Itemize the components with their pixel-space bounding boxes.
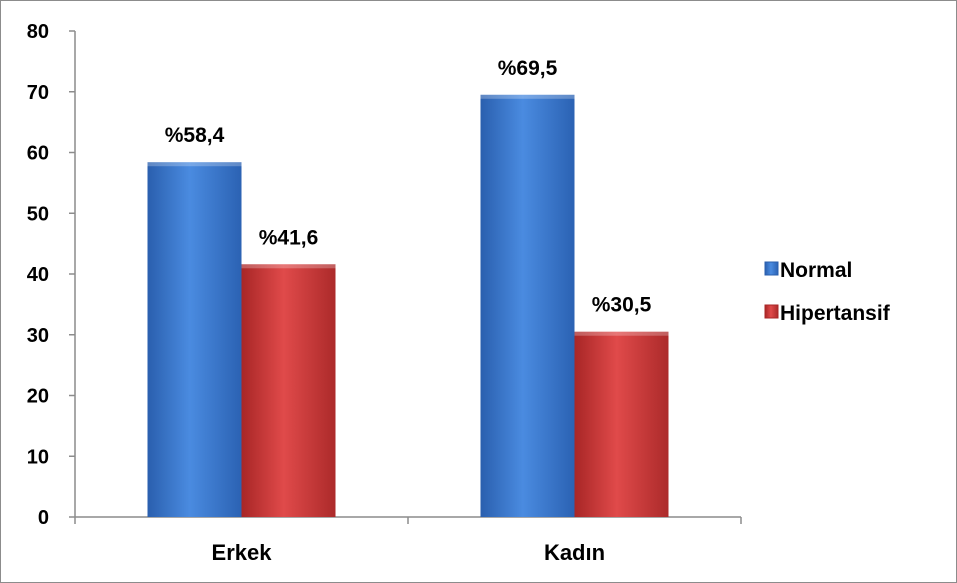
bar-highlight xyxy=(147,162,242,167)
y-tick-label: 70 xyxy=(27,82,49,104)
axes: 0 10 20 30 40 50 60 70 80 Erkek Kadın xyxy=(27,21,742,565)
y-tick-label: 50 xyxy=(27,203,49,225)
data-label: %30,5 xyxy=(592,294,652,317)
legend-label-hipertansif: Hipertansif xyxy=(780,302,891,325)
data-label: %58,4 xyxy=(165,124,225,147)
bar-highlight xyxy=(241,264,336,269)
bar-normal-erkek xyxy=(147,162,242,517)
y-tick-label: 40 xyxy=(27,264,49,286)
legend-label-normal: Normal xyxy=(780,259,852,282)
y-tick-label: 0 xyxy=(38,507,49,529)
bar-hipertansif-erkek xyxy=(241,264,336,517)
legend-swatch-normal xyxy=(764,261,779,276)
x-category-label: Kadın xyxy=(544,540,605,565)
legend: Normal Hipertansif xyxy=(764,259,891,325)
bar-highlight xyxy=(480,94,575,99)
data-label: %41,6 xyxy=(259,226,319,249)
legend-swatch-hipertansif xyxy=(764,304,779,319)
y-tick-label: 60 xyxy=(27,143,49,165)
data-label: %69,5 xyxy=(498,57,558,80)
y-tick-label: 10 xyxy=(27,446,49,468)
data-labels: %58,4 %41,6 %69,5 %30,5 xyxy=(165,57,652,317)
bar-highlight xyxy=(574,331,669,336)
y-tick-label: 20 xyxy=(27,386,49,408)
bar-hipertansif-kadın xyxy=(574,331,669,517)
y-tick-label: 30 xyxy=(27,325,49,347)
y-tick-label: 80 xyxy=(27,21,49,43)
bars xyxy=(147,94,669,517)
bar-normal-kadın xyxy=(480,94,575,517)
x-category-label: Erkek xyxy=(212,540,273,565)
